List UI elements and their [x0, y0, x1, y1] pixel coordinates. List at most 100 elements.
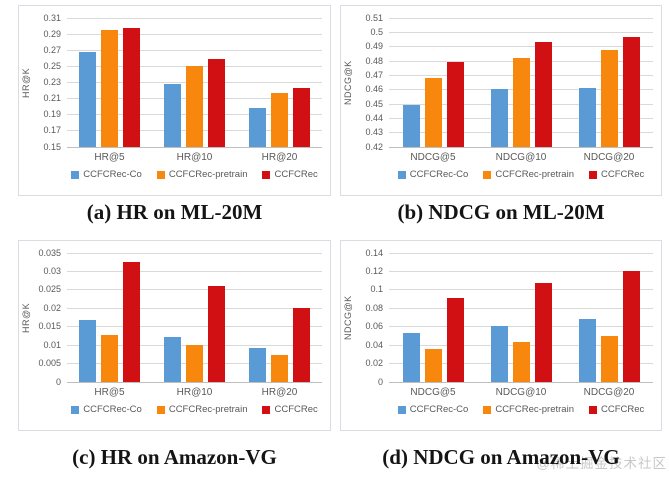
bar-ccfcrec-pretrain [271, 92, 288, 147]
bar-ccfcrec-co [490, 326, 508, 382]
gridline [389, 289, 653, 291]
bar-ccfcrec-pretrain [186, 65, 203, 147]
bar-group-ndcg-10 [490, 42, 552, 147]
legend-swatch-icon [483, 406, 492, 414]
x-category-label: HR@20 [261, 152, 298, 163]
bar-ccfcrec-pretrain [512, 342, 530, 382]
bar-ccfcrec [123, 262, 140, 382]
chart-panel-ndcg-amazon-vg: NDCG@K 0 0.02 0.04 0.06 0.08 0.1 0.12 0.14 NDCG@5… [340, 240, 662, 431]
plot-area [389, 252, 653, 383]
legend-swatch-icon [483, 171, 492, 179]
y-tick-label: 0.5 [370, 26, 383, 37]
bar-ccfcrec [534, 42, 552, 147]
plot-area [389, 17, 653, 148]
x-category-label: NDCG@5 [410, 152, 456, 163]
bar-group-ndcg-20 [578, 271, 640, 382]
bar-ccfcrec-co [578, 87, 596, 147]
legend-label: CCFCRec-Co [409, 404, 469, 415]
legend-swatch-icon [588, 406, 597, 414]
legend-label: CCFCRec [600, 169, 645, 180]
bar-group-ndcg-5 [402, 298, 464, 382]
bar-ccfcrec-co [79, 320, 96, 382]
gridline [67, 270, 322, 272]
x-category-label: HR@10 [176, 152, 213, 163]
bar-ccfcrec-co [164, 337, 181, 382]
legend-label: CCFCRec-Co [83, 404, 142, 415]
y-tick-label: 0.02 [365, 358, 383, 369]
legend-item-ccfcrec-pretrain: CCFCRec-pretrain [483, 170, 574, 180]
bar-ccfcrec [293, 88, 310, 147]
bar-ccfcrec-co [249, 108, 266, 147]
legend-label: CCFCRec-pretrain [168, 404, 248, 415]
bar-ccfcrec-co [164, 84, 181, 147]
plot-area [67, 252, 322, 383]
y-tick-label: 0.45 [365, 98, 383, 109]
bar-group-hr-20 [249, 88, 310, 147]
y-tick-label: 0.005 [38, 358, 61, 369]
legend-swatch-icon [397, 171, 406, 179]
y-tick-label: 0.51 [365, 12, 383, 23]
caption-c: (c) HR on Amazon-VG [72, 445, 277, 469]
bar-ccfcrec [534, 283, 552, 382]
legend-item-ccfcrec-pretrain: CCFCRec-pretrain [156, 404, 248, 415]
y-tick-label: 0.21 [43, 93, 61, 104]
legend-item-ccfcrec: CCFCRec [262, 405, 318, 415]
bar-ccfcrec-pretrain [101, 334, 118, 382]
gridline [67, 307, 322, 309]
bar-group-ndcg-20 [578, 37, 640, 147]
legend-item-ccfcrec-co: CCFCRec-Co [71, 170, 142, 180]
legend-item-ccfcrec: CCFCRec [588, 169, 645, 180]
legend-swatch-icon [262, 406, 271, 414]
legend-item-ccfcrec-pretrain: CCFCRec-pretrain [483, 405, 574, 415]
legend-item-ccfcrec: CCFCRec [588, 404, 645, 415]
y-tick-label: 0.46 [365, 84, 383, 95]
bar-ccfcrec [446, 61, 464, 147]
y-tick-label: 0.17 [43, 125, 61, 136]
bar-ccfcrec-co [402, 104, 420, 147]
gridline [67, 289, 322, 291]
y-tick-label: 0.02 [43, 302, 61, 313]
legend-item-ccfcrec-pretrain: CCFCRec-pretrain [156, 170, 247, 180]
y-tick-label: 0.03 [43, 265, 61, 276]
legend: CCFCRec-Co CCFCRec-pretrain CCFCRec [67, 170, 322, 180]
y-tick-label: 0.01 [43, 339, 61, 350]
y-tick-label: 0 [55, 376, 61, 387]
y-tick-label: 0.44 [365, 112, 383, 123]
x-axis-line [389, 381, 653, 383]
x-category-label: NDCG@20 [583, 387, 635, 398]
gridline [389, 17, 653, 19]
x-axis-line [389, 146, 653, 148]
caption-a: (a) HR on ML-20M [86, 200, 263, 224]
chart-panel-hr-amazon-vg: HR@K 0 0.005 0.01 0.015 0.02 0.025 0.03 0.035 HR@… [18, 240, 331, 431]
x-category-label: HR@5 [94, 387, 125, 398]
legend-swatch-icon [156, 171, 165, 179]
bar-ccfcrec-co [79, 51, 96, 147]
y-tick-label: 0 [377, 376, 383, 387]
legend-item-ccfcrec-co: CCFCRec-Co [397, 170, 468, 180]
bar-ccfcrec [208, 59, 225, 147]
bar-ccfcrec-pretrain [512, 58, 530, 147]
gridline [389, 31, 653, 33]
legend-label: CCFCRec [600, 404, 645, 415]
bar-ccfcrec-co [578, 319, 596, 382]
y-tick-label: 0.14 [365, 247, 383, 258]
bar-group-hr-20 [249, 307, 310, 382]
legend: CCFCRec-Co CCFCRec-pretrain CCFCRec [67, 405, 322, 415]
y-tick-label: 0.04 [365, 339, 383, 350]
bar-ccfcrec-co [249, 347, 266, 382]
bar-ccfcrec [622, 271, 640, 382]
bar-ccfcrec-co [402, 333, 420, 382]
gridline [389, 252, 653, 254]
legend-swatch-icon [397, 406, 406, 414]
gridline [67, 17, 322, 19]
legend-swatch-icon [156, 406, 165, 414]
gridline [389, 326, 653, 328]
x-category-label: NDCG@20 [583, 152, 635, 163]
bar-ccfcrec [293, 307, 310, 382]
bar-ccfcrec [622, 37, 640, 147]
bar-group-hr-10 [164, 59, 225, 147]
y-tick-label: 0.025 [38, 284, 61, 295]
bar-ccfcrec-co [490, 88, 508, 147]
y-tick-label: 0.12 [365, 265, 383, 276]
